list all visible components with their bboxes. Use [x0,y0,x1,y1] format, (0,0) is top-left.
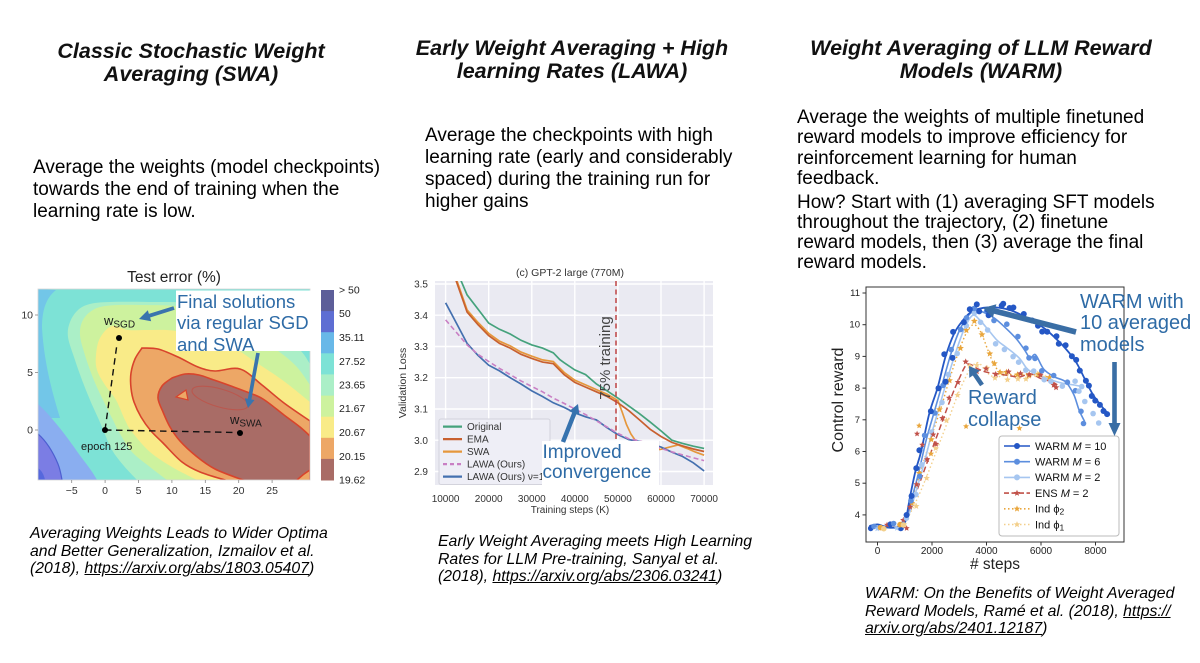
svg-text:10: 10 [849,320,860,331]
svg-text:20.15: 20.15 [339,451,365,463]
svg-text:25: 25 [266,485,278,497]
svg-text:10000: 10000 [432,494,460,505]
svg-text:40000: 40000 [561,494,589,505]
svg-text:35.11: 35.11 [339,332,365,344]
svg-text:Training steps (K): Training steps (K) [531,505,610,516]
svg-text:2.9: 2.9 [414,467,428,478]
svg-text:75% training: 75% training [597,316,614,399]
svg-text:(c) GPT-2 large (770M): (c) GPT-2 large (770M) [516,267,624,279]
svg-text:Ind ϕ1: Ind ϕ1 [1035,519,1065,532]
svg-text:4000: 4000 [975,546,998,557]
svg-text:3.4: 3.4 [414,311,428,322]
svg-text:# steps: # steps [970,556,1020,573]
svg-text:SWA: SWA [467,447,490,458]
svg-text:Ind ϕ2: Ind ϕ2 [1035,504,1065,517]
svg-text:60000: 60000 [647,494,675,505]
svg-text:5: 5 [855,478,860,489]
svg-text:0: 0 [875,546,881,557]
svg-text:5: 5 [27,367,33,379]
svg-text:8000: 8000 [1084,546,1107,557]
svg-text:LAWA (Ours) ν=1k: LAWA (Ours) ν=1k [467,472,550,483]
svg-text:3.2: 3.2 [414,373,428,384]
svg-text:6: 6 [855,447,860,458]
svg-text:20000: 20000 [475,494,503,505]
svg-text:2000: 2000 [921,546,944,557]
svg-text:WARM M = 2: WARM M = 2 [1035,472,1100,484]
svg-text:Validation Loss: Validation Loss [397,348,409,418]
svg-text:3.3: 3.3 [414,342,428,353]
svg-text:9: 9 [855,351,860,362]
svg-text:15: 15 [199,485,211,497]
svg-text:50000: 50000 [604,494,632,505]
svg-text:23.65: 23.65 [339,380,365,392]
svg-text:7: 7 [855,415,860,426]
svg-text:WARM M = 10: WARM M = 10 [1035,441,1106,453]
svg-text:LAWA (Ours): LAWA (Ours) [467,460,525,471]
svg-text:10: 10 [21,310,33,322]
svg-text:ENS M = 2: ENS M = 2 [1035,488,1089,500]
svg-text:Test error (%): Test error (%) [127,269,221,286]
svg-text:0: 0 [27,425,33,437]
svg-text:11: 11 [850,288,860,299]
svg-text:20.67: 20.67 [339,427,365,439]
svg-text:3.1: 3.1 [414,405,428,416]
svg-text:50: 50 [339,308,351,320]
svg-text:21.67: 21.67 [339,403,365,415]
svg-text:0: 0 [102,485,108,497]
svg-text:30000: 30000 [518,494,546,505]
svg-text:4: 4 [855,510,860,521]
svg-text:> 50: > 50 [339,285,360,297]
svg-text:20: 20 [233,485,245,497]
svg-text:19.62: 19.62 [339,475,365,487]
svg-text:27.52: 27.52 [339,356,365,368]
svg-text:8: 8 [855,383,860,394]
svg-text:5: 5 [136,485,142,497]
svg-text:6000: 6000 [1030,546,1053,557]
svg-text:WARM M = 6: WARM M = 6 [1035,457,1100,469]
svg-text:Control reward: Control reward [830,348,847,453]
svg-text:EMA: EMA [467,435,489,446]
svg-text:−5: −5 [66,485,78,497]
svg-text:3.0: 3.0 [414,436,428,447]
svg-text:Original: Original [467,422,501,433]
svg-text:3.5: 3.5 [414,280,428,291]
svg-text:70000: 70000 [690,494,718,505]
svg-text:epoch 125: epoch 125 [81,441,132,453]
svg-text:10: 10 [166,485,178,497]
